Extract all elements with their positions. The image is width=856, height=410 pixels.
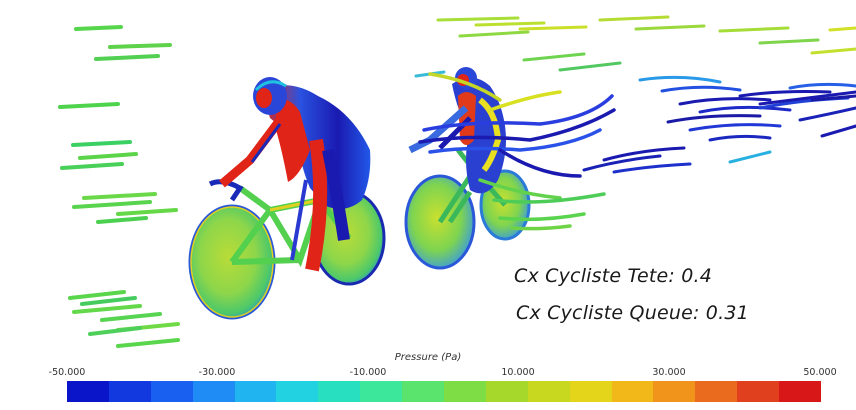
cx-lead-rider-label: Cx Cycliste Tete: 0.4 xyxy=(514,265,713,287)
colorbar-segment xyxy=(108,381,151,402)
colorbar-segment xyxy=(192,381,235,402)
colorbar-segment xyxy=(276,381,319,402)
legend-tick: -30.000 xyxy=(198,367,236,378)
colorbar-segment xyxy=(695,381,738,402)
colorbar-segment xyxy=(737,381,780,402)
colorbar-segment xyxy=(234,381,277,402)
streamlines-wake xyxy=(582,75,856,174)
legend-tick: 10.000 xyxy=(501,367,535,378)
colorbar-segment xyxy=(67,381,109,402)
colorbar-segment xyxy=(360,381,403,402)
legend-title: Pressure (Pa) xyxy=(394,352,462,363)
legend-tick: -50.000 xyxy=(48,367,86,378)
colorbar-segment xyxy=(402,381,445,402)
cx-trailing-rider-label: Cx Cycliste Queue: 0.31 xyxy=(516,302,749,324)
trailing-cyclist xyxy=(404,67,616,270)
colorbar-segment xyxy=(569,381,612,402)
colorbar-segment xyxy=(485,381,528,402)
colorbar-segment xyxy=(318,381,361,402)
pressure-colorbar xyxy=(67,381,822,402)
legend-tick: 30.000 xyxy=(652,367,686,378)
streamlines-upper xyxy=(414,15,856,78)
colorbar-segment xyxy=(527,381,570,402)
colorbar-segment xyxy=(150,381,193,402)
legend-tick: 50.000 xyxy=(803,367,837,378)
legend-tick: -10.000 xyxy=(349,367,387,378)
colorbar-segment xyxy=(611,381,654,402)
colorbar-segment xyxy=(653,381,696,402)
colorbar-segment xyxy=(444,381,486,402)
streamlines-inflow xyxy=(58,25,180,348)
colorbar-segment xyxy=(779,381,822,402)
leading-cyclist xyxy=(188,77,386,320)
